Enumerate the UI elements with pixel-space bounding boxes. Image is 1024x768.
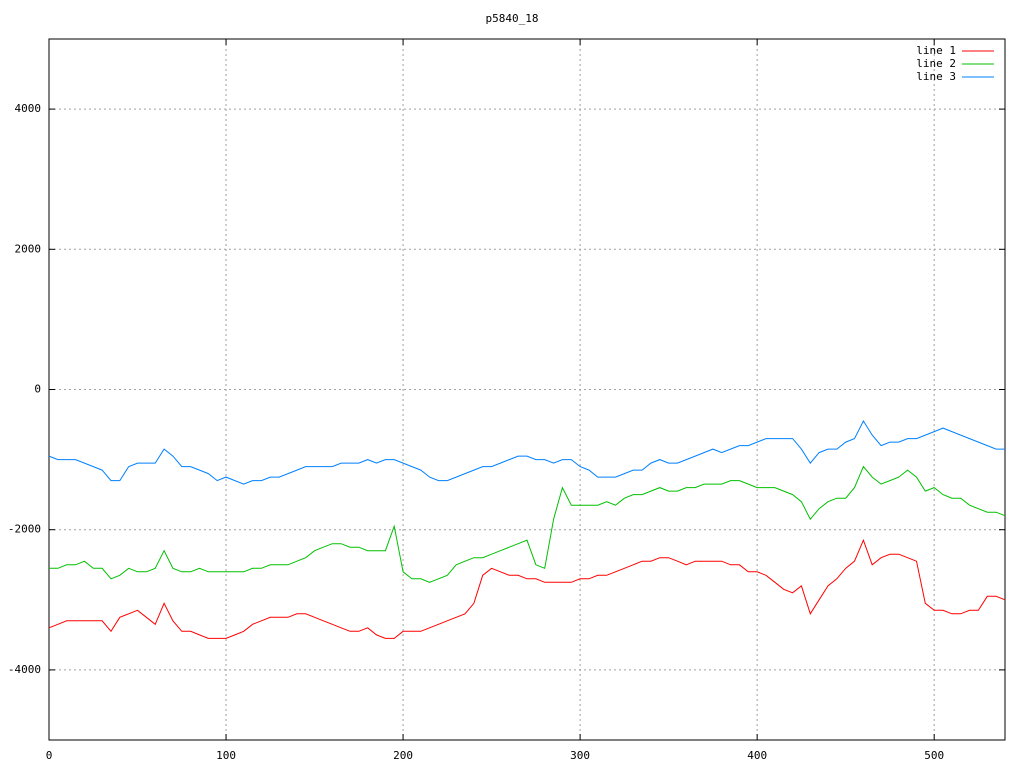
chart-title: p5840_18: [486, 12, 539, 25]
y-tick-label: -4000: [8, 663, 41, 676]
data-line: [48, 538, 1006, 639]
x-tick-label: 400: [747, 749, 767, 762]
y-tick-label: -2000: [8, 523, 41, 536]
legend-label: line 1: [916, 44, 956, 57]
data-line: [49, 465, 1006, 583]
x-tick-label: 100: [216, 749, 236, 762]
x-tick-label: 300: [570, 749, 590, 762]
legend-label: line 3: [916, 70, 956, 83]
y-tick-label: 2000: [15, 242, 42, 255]
legend-label: line 2: [916, 57, 956, 70]
data-line: [48, 419, 1005, 485]
x-tick-label: 500: [924, 749, 944, 762]
x-tick-label: 200: [393, 749, 413, 762]
plot-frame: [48, 38, 1006, 741]
y-tick-label: 0: [34, 383, 41, 396]
x-tick-label: 0: [46, 749, 53, 762]
y-tick-label: 4000: [15, 102, 42, 115]
